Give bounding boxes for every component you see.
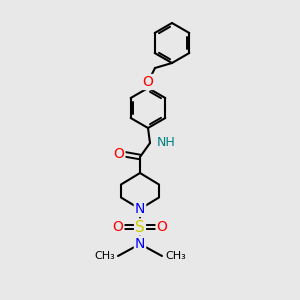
Text: O: O xyxy=(142,75,153,89)
Text: S: S xyxy=(135,220,145,235)
Text: N: N xyxy=(135,202,145,216)
Text: CH₃: CH₃ xyxy=(165,251,186,261)
Text: N: N xyxy=(135,237,145,251)
Text: O: O xyxy=(112,220,123,234)
Text: O: O xyxy=(114,147,124,161)
Text: O: O xyxy=(157,220,167,234)
Text: CH₃: CH₃ xyxy=(94,251,115,261)
Text: NH: NH xyxy=(157,136,176,148)
